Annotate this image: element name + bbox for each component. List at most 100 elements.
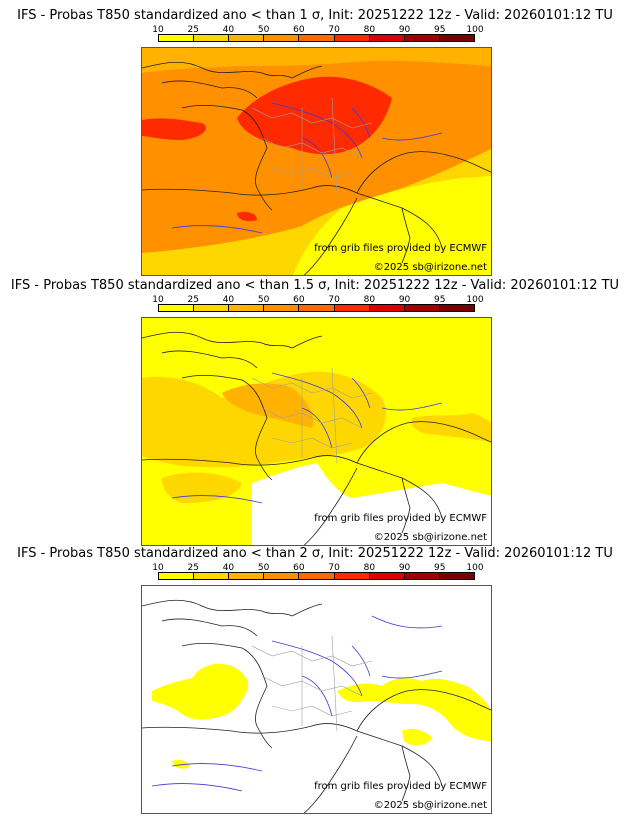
field-orange-core <box>222 383 314 428</box>
colorbar-tick-label: 90 <box>398 563 411 573</box>
colorbar-tick-label: 50 <box>257 295 270 305</box>
rivers <box>151 615 443 792</box>
colorbar-segment <box>404 573 440 579</box>
colorbar-segment <box>439 573 474 579</box>
map-panel-1-sigma: IFS - Probas T850 standardized ano < tha… <box>0 8 630 277</box>
colorbar-ticks: 10 25 40 50 60 70 80 90 95 100 <box>152 563 483 573</box>
colorbar-segment <box>229 305 265 311</box>
rivers <box>171 102 443 234</box>
colorbar-tick-label: 100 <box>466 25 484 35</box>
colorbar-tick-label: 10 <box>152 25 164 35</box>
field-yellow-spain <box>172 759 190 769</box>
borders <box>251 97 373 194</box>
field-north-orange <box>142 48 491 73</box>
coastlines <box>142 61 491 275</box>
field-yellow-italy <box>402 728 432 746</box>
colorbar-segment <box>439 305 474 311</box>
field-yellow-alps <box>337 678 491 741</box>
colorbar-tick-label: 80 <box>363 295 376 305</box>
map-panel-1-5-sigma: IFS - Probas T850 standardized ano < tha… <box>0 278 630 547</box>
colorbar-tick-label: 100 <box>466 563 484 573</box>
colorbar-ticks: 10 25 40 50 60 70 80 90 95 100 <box>152 25 483 35</box>
borders <box>251 367 373 464</box>
colorbar <box>158 34 475 42</box>
colorbar-tick-label: 95 <box>434 563 446 573</box>
credit-source: from grib files provided by ECMWF <box>314 781 487 792</box>
colorbar-tick-label: 70 <box>328 563 340 573</box>
colorbar-tick-label: 40 <box>222 25 235 35</box>
colorbar-tick-label: 60 <box>293 563 305 573</box>
panel-title: IFS - Probas T850 standardized ano < tha… <box>10 278 620 293</box>
colorbar-segment <box>229 35 265 41</box>
credit-copyright: ©2025 sb@irizone.net <box>373 800 487 811</box>
colorbar-segment <box>369 573 405 579</box>
field-red-west <box>142 118 206 140</box>
credit-copyright: ©2025 sb@irizone.net <box>373 262 487 273</box>
colorbar-segment <box>229 573 265 579</box>
colorbar <box>158 572 475 580</box>
colorbar-tick-label: 25 <box>187 295 199 305</box>
probability-map: from grib files provided by ECMWF ©2025 … <box>141 317 492 546</box>
field-yellow-biscay <box>152 663 249 720</box>
map-canvas <box>142 318 491 545</box>
panel-title: IFS - Probas T850 standardized ano < tha… <box>17 546 613 561</box>
colorbar-tick-label: 40 <box>222 295 235 305</box>
colorbar-ticks: 10 25 40 50 60 70 80 90 95 100 <box>152 295 483 305</box>
colorbar-tick-label: 40 <box>222 563 235 573</box>
colorbar-segment <box>334 305 370 311</box>
colorbar-segment <box>264 573 300 579</box>
colorbar-tick-label: 90 <box>398 295 411 305</box>
field-white-med <box>252 463 491 545</box>
colorbar-segment <box>194 35 230 41</box>
colorbar-segment <box>369 35 405 41</box>
colorbar-tick-label: 50 <box>257 563 270 573</box>
colorbar-segment <box>299 305 335 311</box>
colorbar-tick-label: 80 <box>363 563 376 573</box>
colorbar-tick-label: 70 <box>328 25 340 35</box>
colorbar-tick-label: 60 <box>293 295 305 305</box>
coastlines <box>142 331 491 545</box>
colorbar-tick-label: 95 <box>434 25 446 35</box>
colorbar-segment <box>439 35 474 41</box>
colorbar-segment <box>159 305 195 311</box>
field-red-spain <box>237 211 257 222</box>
colorbar-segment <box>299 573 335 579</box>
colorbar <box>158 304 475 312</box>
colorbar-segment <box>264 305 300 311</box>
probability-map: from grib files provided by ECMWF ©2025 … <box>141 585 492 814</box>
colorbar-segment <box>334 35 370 41</box>
colorbar-segment <box>404 35 440 41</box>
colorbar-segment <box>194 573 230 579</box>
credit-copyright: ©2025 sb@irizone.net <box>373 532 487 543</box>
colorbar-tick-label: 90 <box>398 25 411 35</box>
field-gold-spain <box>162 472 242 503</box>
field-gold-italy <box>411 413 491 443</box>
credit-source: from grib files provided by ECMWF <box>314 243 487 254</box>
colorbar-segment <box>404 305 440 311</box>
colorbar-segment <box>369 305 405 311</box>
colorbar-tick-label: 60 <box>293 25 305 35</box>
map-panel-2-sigma: IFS - Probas T850 standardized ano < tha… <box>0 546 630 815</box>
colorbar-tick-label: 100 <box>466 295 484 305</box>
colorbar-tick-label: 25 <box>187 563 199 573</box>
colorbar-segment <box>159 573 195 579</box>
colorbar-segment <box>299 35 335 41</box>
probability-map: from grib files provided by ECMWF ©2025 … <box>141 47 492 276</box>
colorbar-segment <box>334 573 370 579</box>
colorbar-tick-label: 10 <box>152 563 164 573</box>
colorbar-tick-label: 50 <box>257 25 270 35</box>
colorbar-segment <box>194 305 230 311</box>
map-canvas <box>142 586 491 813</box>
colorbar-tick-label: 25 <box>187 25 199 35</box>
credit-source: from grib files provided by ECMWF <box>314 513 487 524</box>
colorbar-segment <box>159 35 195 41</box>
colorbar-tick-label: 80 <box>363 25 376 35</box>
borders <box>251 635 373 732</box>
colorbar-segment <box>264 35 300 41</box>
map-canvas <box>142 48 491 275</box>
colorbar-tick-label: 70 <box>328 295 340 305</box>
field-med-yellow <box>292 176 491 275</box>
panel-title: IFS - Probas T850 standardized ano < tha… <box>17 8 613 23</box>
colorbar-tick-label: 10 <box>152 295 164 305</box>
coastlines <box>142 599 491 813</box>
